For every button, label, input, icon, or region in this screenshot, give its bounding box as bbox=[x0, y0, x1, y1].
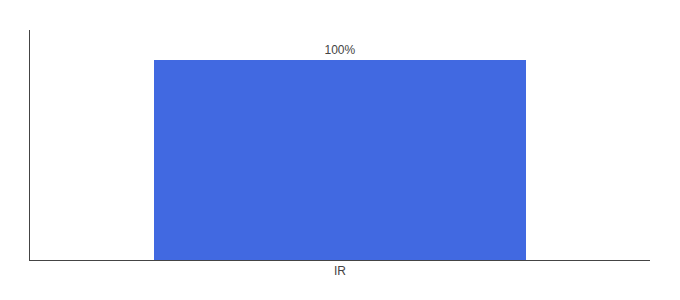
svg-text:100%: 100% bbox=[324, 43, 355, 57]
svg-text:IR: IR bbox=[334, 264, 346, 278]
